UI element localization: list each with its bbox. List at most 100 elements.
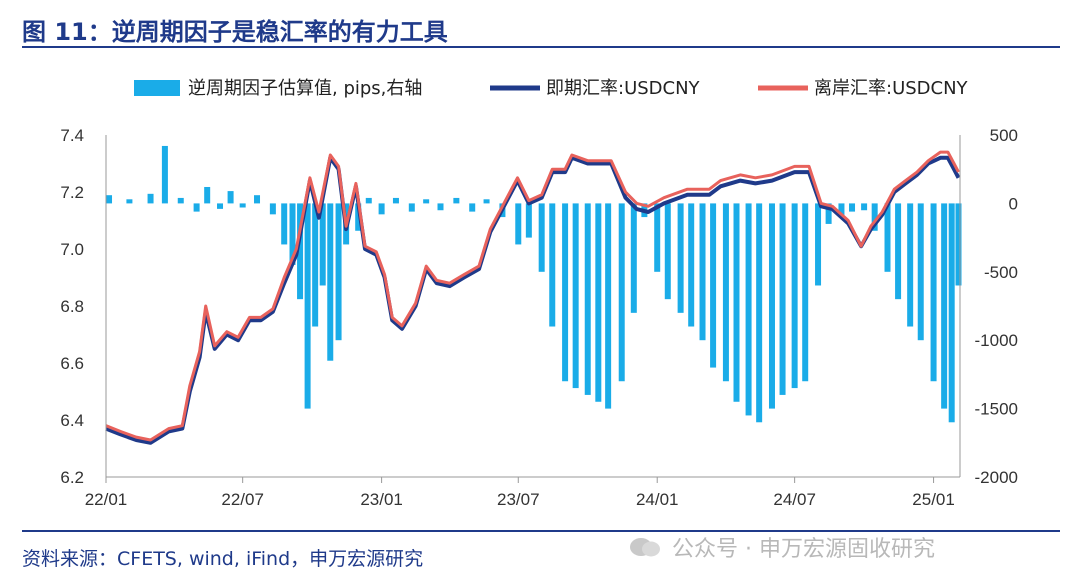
factor-bar-49 xyxy=(710,203,717,368)
x-tick-label-2: 23/01 xyxy=(360,490,403,509)
factor-bar-9 xyxy=(239,203,246,208)
factor-bar-36 xyxy=(562,203,569,382)
factor-bar-30 xyxy=(483,199,490,204)
factor-bar-55 xyxy=(779,203,786,395)
y-right-tick-label-5: -2000 xyxy=(975,468,1018,487)
factor-bar-67 xyxy=(917,203,924,341)
y-left-tick-label-6: 7.4 xyxy=(60,126,84,145)
factor-bar-44 xyxy=(654,203,661,272)
factor-bar-14 xyxy=(297,203,304,300)
factor-bar-45 xyxy=(664,203,671,300)
watermark-text: 公众号 · 申万宏源固收研究 xyxy=(672,537,935,562)
source-note: 资料来源：CFETS, wind, iFind，申万宏源研究 xyxy=(22,548,424,570)
factor-bar-39 xyxy=(595,203,602,402)
factor-bar-51 xyxy=(733,203,740,402)
factor-bar-8 xyxy=(227,191,234,204)
factor-bar-3 xyxy=(161,145,168,204)
factor-bar-26 xyxy=(423,199,430,204)
factor-bar-66 xyxy=(907,203,914,327)
y-right-tick-label-3: -1000 xyxy=(975,331,1018,350)
y-left-tick-label-3: 6.8 xyxy=(60,297,84,316)
factor-bar-65 xyxy=(895,203,902,300)
factor-bar-58 xyxy=(815,203,822,286)
factor-bar-24 xyxy=(392,197,399,204)
factor-bar-64 xyxy=(884,203,891,272)
factor-bar-0 xyxy=(106,195,113,204)
footer-rule xyxy=(22,530,1060,532)
legend-label-spot: 即期汇率:USDCNY xyxy=(546,78,701,99)
x-tick-label-5: 24/07 xyxy=(773,490,816,509)
factor-bar-40 xyxy=(605,203,612,409)
factor-bar-16 xyxy=(312,203,319,327)
legend-label-factor: 逆周期因子估算值, pips,右轴 xyxy=(188,78,422,99)
factor-bar-71 xyxy=(955,203,962,286)
factor-bar-62 xyxy=(861,203,868,211)
factor-bar-25 xyxy=(408,203,415,212)
x-tick-label-6: 25/01 xyxy=(912,490,955,509)
factor-bar-63 xyxy=(871,203,878,231)
chart-legend: 逆周期因子估算值, pips,右轴 即期汇率:USDCNY 离岸汇率:USDCNY xyxy=(134,78,969,99)
factor-bar-29 xyxy=(469,203,476,212)
factor-bar-38 xyxy=(584,203,591,395)
factor-bar-27 xyxy=(437,203,444,211)
factor-bar-68 xyxy=(930,203,937,382)
factor-bar-17 xyxy=(319,203,326,286)
factor-bar-41 xyxy=(618,203,625,382)
y-right-tick-label-4: -1500 xyxy=(975,400,1018,419)
factor-bar-21 xyxy=(355,203,362,231)
factor-bar-22 xyxy=(365,197,372,204)
factor-bar-15 xyxy=(304,203,311,409)
wechat-icon xyxy=(628,536,664,558)
factor-bar-37 xyxy=(572,203,579,389)
x-tick-label-1: 22/07 xyxy=(221,490,264,509)
chart-title: 图 11：逆周期因子是稳汇率的有力工具 xyxy=(22,18,448,46)
factor-bar-70 xyxy=(948,203,955,423)
factor-bar-57 xyxy=(802,203,809,382)
factor-bar-54 xyxy=(768,203,775,409)
factor-bar-53 xyxy=(756,203,763,423)
y-left-tick-label-4: 7.0 xyxy=(60,240,84,259)
y-right-tick-label-2: -500 xyxy=(984,263,1018,282)
line-series xyxy=(105,150,961,445)
factor-bar-47 xyxy=(688,203,695,327)
legend-swatch-bar xyxy=(134,80,180,96)
factor-bar-50 xyxy=(722,203,729,382)
factor-bar-18 xyxy=(327,203,334,361)
factor-bar-60 xyxy=(838,203,845,218)
factor-bar-52 xyxy=(745,203,752,416)
legend-label-offshore: 离岸汇率:USDCNY xyxy=(814,78,969,99)
chart-canvas: 逆周期因子估算值, pips,右轴 即期汇率:USDCNY 离岸汇率:USDCNY … xyxy=(60,78,1018,509)
y-left-tick-label-5: 7.2 xyxy=(60,183,84,202)
factor-bar-69 xyxy=(941,203,948,409)
factor-bar-4 xyxy=(177,197,184,204)
factor-bar-6 xyxy=(204,186,211,204)
factor-bar-34 xyxy=(538,203,545,272)
x-tick-label-3: 23/07 xyxy=(497,490,540,509)
factor-bar-11 xyxy=(269,203,276,215)
factor-bar-12 xyxy=(281,203,288,245)
factor-bar-5 xyxy=(193,203,200,212)
x-tick-label-0: 22/01 xyxy=(85,490,128,509)
factor-bar-35 xyxy=(549,203,556,327)
y-right-tick-label-1: 0 xyxy=(1009,194,1018,213)
factor-bar-33 xyxy=(525,203,532,238)
factor-bar-46 xyxy=(677,203,684,313)
factor-bar-56 xyxy=(791,203,798,389)
factor-bar-59 xyxy=(825,203,832,224)
bar-series xyxy=(106,145,962,423)
factor-bar-32 xyxy=(515,203,522,245)
factor-bar-48 xyxy=(699,203,706,341)
factor-bar-13 xyxy=(289,203,296,265)
x-tick-label-4: 24/01 xyxy=(636,490,679,509)
factor-bar-2 xyxy=(147,193,154,204)
chart-axes: 22/01 22/07 23/01 23/07 24/01 24/07 25/01 6.2 6.… xyxy=(60,126,1018,509)
y-left-tick-label-1: 6.4 xyxy=(60,411,84,430)
factor-bar-42 xyxy=(630,203,637,313)
y-right-tick-label-0: 500 xyxy=(990,126,1018,145)
factor-bar-61 xyxy=(849,203,856,212)
factor-bar-23 xyxy=(378,203,385,215)
title-rule xyxy=(22,46,1060,48)
y-left-tick-label-2: 6.6 xyxy=(60,354,84,373)
y-left-tick-label-0: 6.2 xyxy=(60,468,84,487)
factor-bar-1 xyxy=(126,199,133,204)
